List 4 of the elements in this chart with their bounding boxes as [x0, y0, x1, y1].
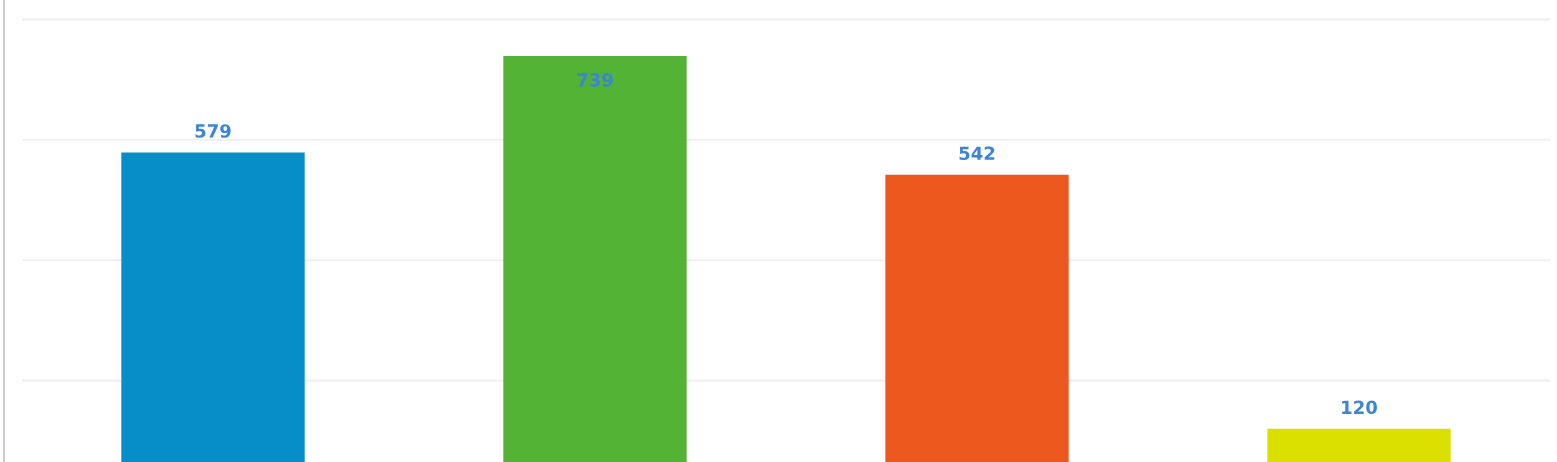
data-label: 579: [195, 124, 231, 138]
data-label: 739: [577, 73, 613, 87]
data-label: 120: [1342, 400, 1377, 415]
data-label: 542: [959, 146, 995, 161]
